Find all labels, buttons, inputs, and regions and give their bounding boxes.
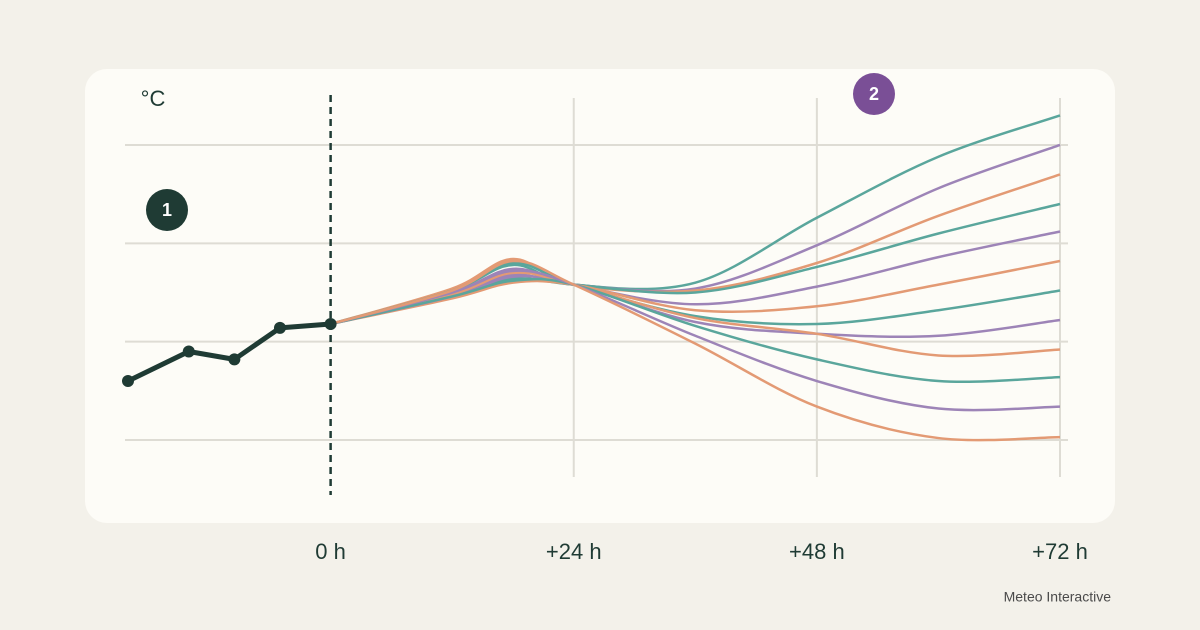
ensemble-line xyxy=(330,269,1061,412)
ensemble-line xyxy=(330,277,1061,384)
x-tick-label: 0 h xyxy=(315,539,346,564)
badge xyxy=(853,73,895,115)
badge-label: 1 xyxy=(162,200,172,220)
observed-point xyxy=(324,317,337,330)
observed-point xyxy=(228,353,241,366)
ensemble-line xyxy=(330,259,1061,326)
badge xyxy=(146,189,188,231)
observed-point xyxy=(273,321,286,334)
observed-point xyxy=(182,345,195,358)
y-unit: °C xyxy=(141,86,166,111)
ensemble-line xyxy=(330,271,1061,358)
x-tick-label: +48 h xyxy=(789,539,845,564)
source: Meteo Interactive xyxy=(1004,589,1112,605)
observed-point xyxy=(122,375,134,388)
x-tick-label: +24 h xyxy=(546,539,602,564)
x-tick-label: +72 h xyxy=(1032,539,1088,564)
badge-label: 2 xyxy=(869,84,879,104)
ensemble-line xyxy=(330,259,1061,442)
